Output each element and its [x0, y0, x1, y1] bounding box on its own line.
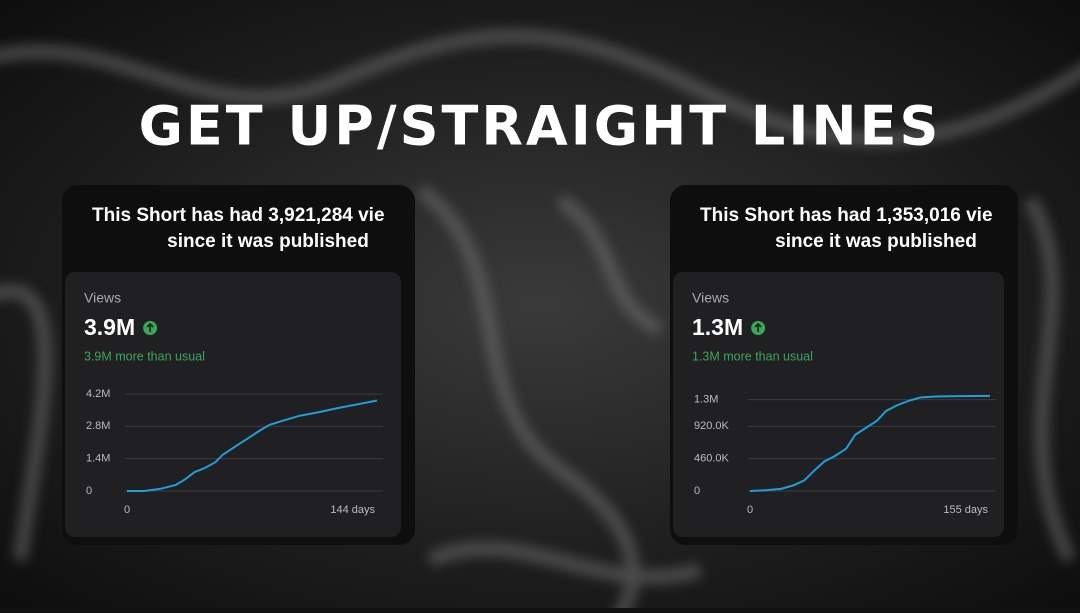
y-tick-label: 460.0K	[694, 453, 730, 465]
line	[127, 399, 378, 492]
card-subtitle: since it was published	[775, 231, 977, 252]
card-subtitle: since it was published	[167, 231, 369, 252]
metric-value: 3.9M	[84, 314, 135, 340]
line	[749, 394, 991, 492]
metric-label: Views	[84, 290, 121, 306]
x-tick-label: 0	[747, 504, 753, 516]
card-title: This Short has had 1,353,016 vie	[700, 205, 993, 226]
metric-note: 1.3M more than usual	[692, 349, 813, 363]
x-tick-label: 155 days	[943, 504, 988, 516]
y-tick-label: 4.2M	[86, 388, 110, 400]
y-tick-label: 0	[86, 485, 92, 497]
x-tick-label: 0	[124, 504, 130, 516]
metric-label: Views	[692, 290, 729, 306]
metric-note: 3.9M more than usual	[84, 349, 205, 363]
swirls	[0, 29, 1080, 613]
y-tick-label: 1.3M	[694, 394, 718, 406]
y-tick-label: 0	[694, 485, 700, 497]
y-tick-label: 2.8M	[86, 420, 110, 432]
up-arrow	[146, 322, 154, 332]
y-tick-label: 1.4M	[86, 453, 110, 465]
panel	[65, 272, 401, 537]
panel	[673, 272, 1004, 537]
headline: GET UP/STRAIGHT LINES	[139, 95, 942, 158]
up-arrow	[754, 322, 762, 332]
y-tick-label: 920.0K	[694, 420, 730, 432]
card-title: This Short has had 3,921,284 vie	[92, 205, 385, 226]
x-tick-label: 144 days	[330, 504, 375, 516]
metric-value: 1.3M	[692, 314, 743, 340]
